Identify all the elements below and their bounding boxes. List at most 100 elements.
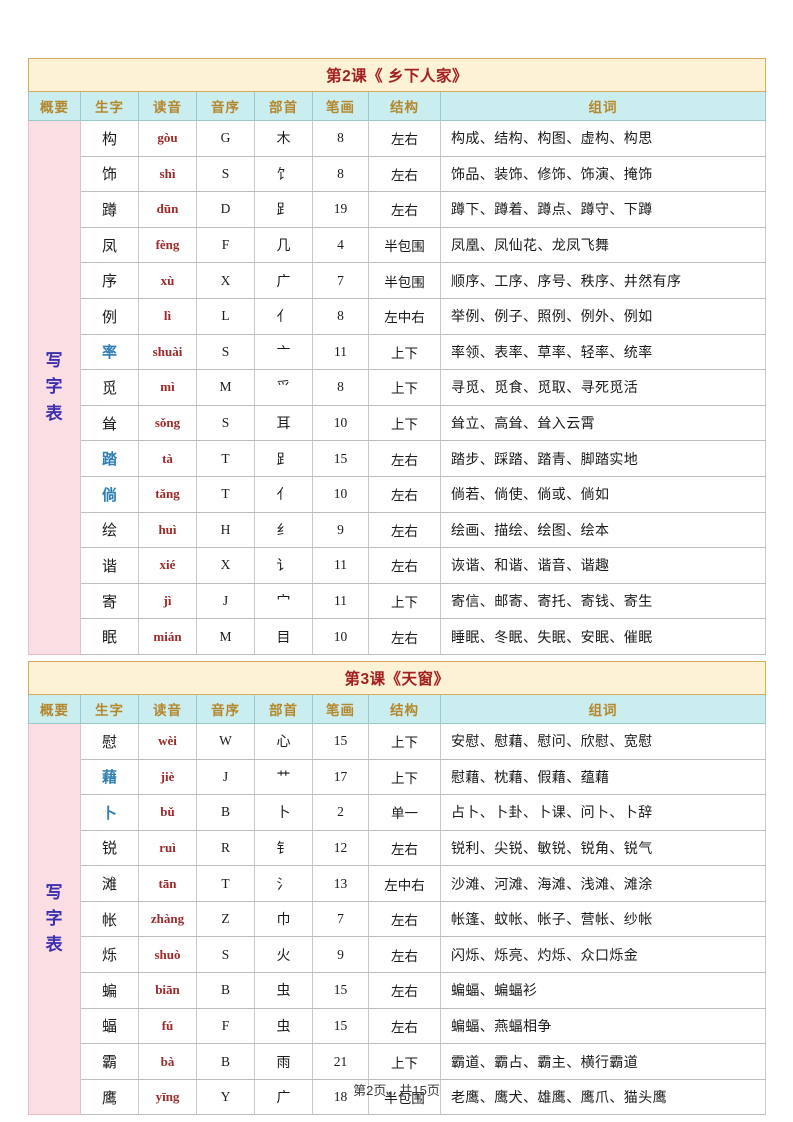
table-row: 滩 tān T 氵 13 左中右 沙滩、河滩、海滩、浅滩、滩涂 (29, 865, 766, 902)
cell-hanzi: 鹰 (80, 1078, 139, 1116)
vocabulary-table-lesson-3: 第3课《天窗》 概要 生字 读音 音序 部首 笔画 结构 组词 写字表 慰 wè… (28, 660, 766, 1116)
cell-bushou: 心 (254, 722, 313, 760)
table-row: 帐 zhàng Z 巾 7 左右 帐篷、蚊帐、帐子、营帐、纱帐 (29, 900, 766, 938)
cell-hanzi: 锐 (80, 829, 139, 867)
cell-bihua: 11 (312, 333, 369, 371)
table-row: 烁 shuò S 火 9 左右 闪烁、烁亮、灼烁、众口烁金 (29, 936, 766, 974)
header-hanzi: 生字 (80, 91, 139, 121)
cell-yinxu: L (196, 297, 255, 335)
cell-hanzi: 帐 (80, 900, 139, 938)
cell-pinyin: ruì (138, 829, 197, 867)
cell-hanzi: 蹲 (80, 191, 139, 228)
cell-hanzi: 踏 (80, 440, 139, 477)
header-pinyin: 读音 (138, 91, 197, 121)
header-jiegou: 结构 (368, 91, 441, 121)
table-row: 鹰 yīng Y 广 18 半包围 老鹰、鹰犬、雄鹰、鹰爪、猫头鹰 (29, 1078, 766, 1116)
cell-pinyin: mián (138, 618, 197, 655)
cell-yinxu: J (196, 758, 255, 796)
cell-bushou: 巾 (254, 900, 313, 938)
cell-pinyin: gòu (138, 120, 197, 157)
cell-pinyin: sǒng (138, 404, 197, 442)
cell-jiegou: 左右 (368, 511, 441, 549)
cell-bihua: 7 (312, 262, 369, 299)
cell-bihua: 13 (312, 865, 369, 902)
cell-bushou: 亠 (254, 333, 313, 371)
cell-yinxu: D (196, 191, 255, 228)
cell-bushou: 广 (254, 262, 313, 299)
header-pinyin: 读音 (138, 693, 197, 724)
cell-bihua: 19 (312, 191, 369, 228)
cell-zuci: 慰藉、枕藉、假藉、蕴藉 (440, 758, 766, 796)
cell-jiegou: 左右 (368, 155, 441, 193)
cell-bihua: 15 (312, 440, 369, 477)
cell-yinxu: S (196, 404, 255, 442)
column-header-row: 概要 生字 读音 音序 部首 笔画 结构 组词 (28, 693, 766, 724)
lesson-title: 第2课《 乡下人家》 (27, 58, 767, 92)
header-yinxu: 音序 (196, 91, 255, 121)
summary-label: 写字表 (28, 120, 81, 655)
cell-jiegou: 左右 (368, 972, 441, 1009)
cell-bihua: 18 (312, 1078, 369, 1116)
cell-zuci: 闪烁、烁亮、灼烁、众口烁金 (440, 936, 766, 974)
table-row: 蹲 dūn D 𧾷 19 左右 蹲下、蹲着、蹲点、蹲守、下蹲 (29, 191, 767, 228)
cell-zuci: 顺序、工序、序号、秩序、井然有序 (439, 262, 767, 299)
cell-hanzi: 蝙 (80, 972, 139, 1009)
cell-jiegou: 左中右 (368, 297, 441, 335)
header-bushou: 部首 (254, 693, 313, 724)
cell-hanzi: 眠 (80, 618, 139, 655)
cell-hanzi: 慰 (80, 722, 139, 760)
cell-zuci: 寄信、邮寄、寄托、寄钱、寄生 (439, 582, 767, 620)
cell-zuci: 霸道、霸占、霸主、横行霸道 (440, 1043, 766, 1080)
cell-jiegou: 上下 (368, 722, 441, 760)
cell-bushou: 卜 (254, 794, 313, 831)
cell-hanzi: 率 (80, 333, 139, 371)
cell-bushou: 广 (254, 1078, 313, 1116)
cell-bushou: 爫 (254, 369, 313, 406)
cell-yinxu: W (196, 722, 255, 760)
cell-bushou: 𧾷 (254, 440, 313, 477)
cell-yinxu: M (196, 369, 255, 406)
cell-yinxu: G (196, 120, 255, 157)
cell-zuci: 沙滩、河滩、海滩、浅滩、滩涂 (440, 865, 766, 902)
table-row: 谐 xié X 讠 11 左右 诙谐、和谐、谐音、谐趣 (29, 547, 767, 584)
cell-hanzi: 绘 (80, 511, 139, 549)
cell-zuci: 率领、表率、草率、轻率、统率 (439, 333, 767, 371)
cell-hanzi: 序 (80, 262, 139, 299)
cell-yinxu: S (196, 936, 255, 974)
cell-pinyin: zhàng (138, 900, 197, 938)
header-jiegou: 结构 (368, 693, 441, 724)
cell-jiegou: 左右 (368, 440, 441, 477)
cell-yinxu: B (196, 1043, 255, 1080)
cell-jiegou: 上下 (368, 1043, 441, 1080)
cell-jiegou: 左右 (368, 900, 441, 938)
summary-label: 写字表 (28, 722, 81, 1116)
cell-pinyin: huì (138, 511, 197, 549)
cell-pinyin: bà (138, 1043, 197, 1080)
cell-hanzi: 觅 (80, 369, 139, 406)
cell-zuci: 蝙蝠、燕蝠相争 (440, 1007, 766, 1045)
cell-zuci: 寻觅、觅食、觅取、寻死觅活 (439, 369, 767, 406)
cell-yinxu: X (196, 547, 255, 584)
table-row: 率 shuài S 亠 11 上下 率领、表率、草率、轻率、统率 (29, 333, 767, 371)
cell-bihua: 2 (312, 794, 369, 831)
cell-pinyin: jì (138, 582, 197, 620)
cell-zuci: 绘画、描绘、绘图、绘本 (439, 511, 767, 549)
cell-bushou: 虫 (254, 1007, 313, 1045)
table-row: 藉 jiè J 艹 17 上下 慰藉、枕藉、假藉、蕴藉 (29, 758, 766, 796)
table-row: 卜 bǔ B 卜 2 单一 占卜、卜卦、卜课、问卜、卜辞 (29, 794, 766, 831)
cell-yinxu: F (196, 1007, 255, 1045)
cell-pinyin: tà (138, 440, 197, 477)
cell-hanzi: 构 (80, 120, 139, 157)
cell-zuci: 耸立、高耸、耸入云霄 (439, 404, 767, 442)
cell-bihua: 15 (312, 722, 369, 760)
cell-zuci: 蹲下、蹲着、蹲点、蹲守、下蹲 (439, 191, 767, 228)
cell-bihua: 11 (312, 547, 369, 584)
cell-bihua: 12 (312, 829, 369, 867)
table-row: 写字表 构 gòu G 木 8 左右 构成、结构、构图、虚构、构思 (28, 120, 767, 655)
table-row: 蝙 biān B 虫 15 左右 蝙蝠、蝙蝠衫 (29, 972, 766, 1009)
header-bushou: 部首 (254, 91, 313, 121)
cell-bushou: 宀 (254, 582, 313, 620)
cell-bihua: 10 (312, 404, 369, 442)
table-row: 序 xù X 广 7 半包围 顺序、工序、序号、秩序、井然有序 (29, 262, 767, 299)
table-row: 饰 shì S 饣 8 左右 饰品、装饰、修饰、饰演、掩饰 (29, 155, 767, 193)
